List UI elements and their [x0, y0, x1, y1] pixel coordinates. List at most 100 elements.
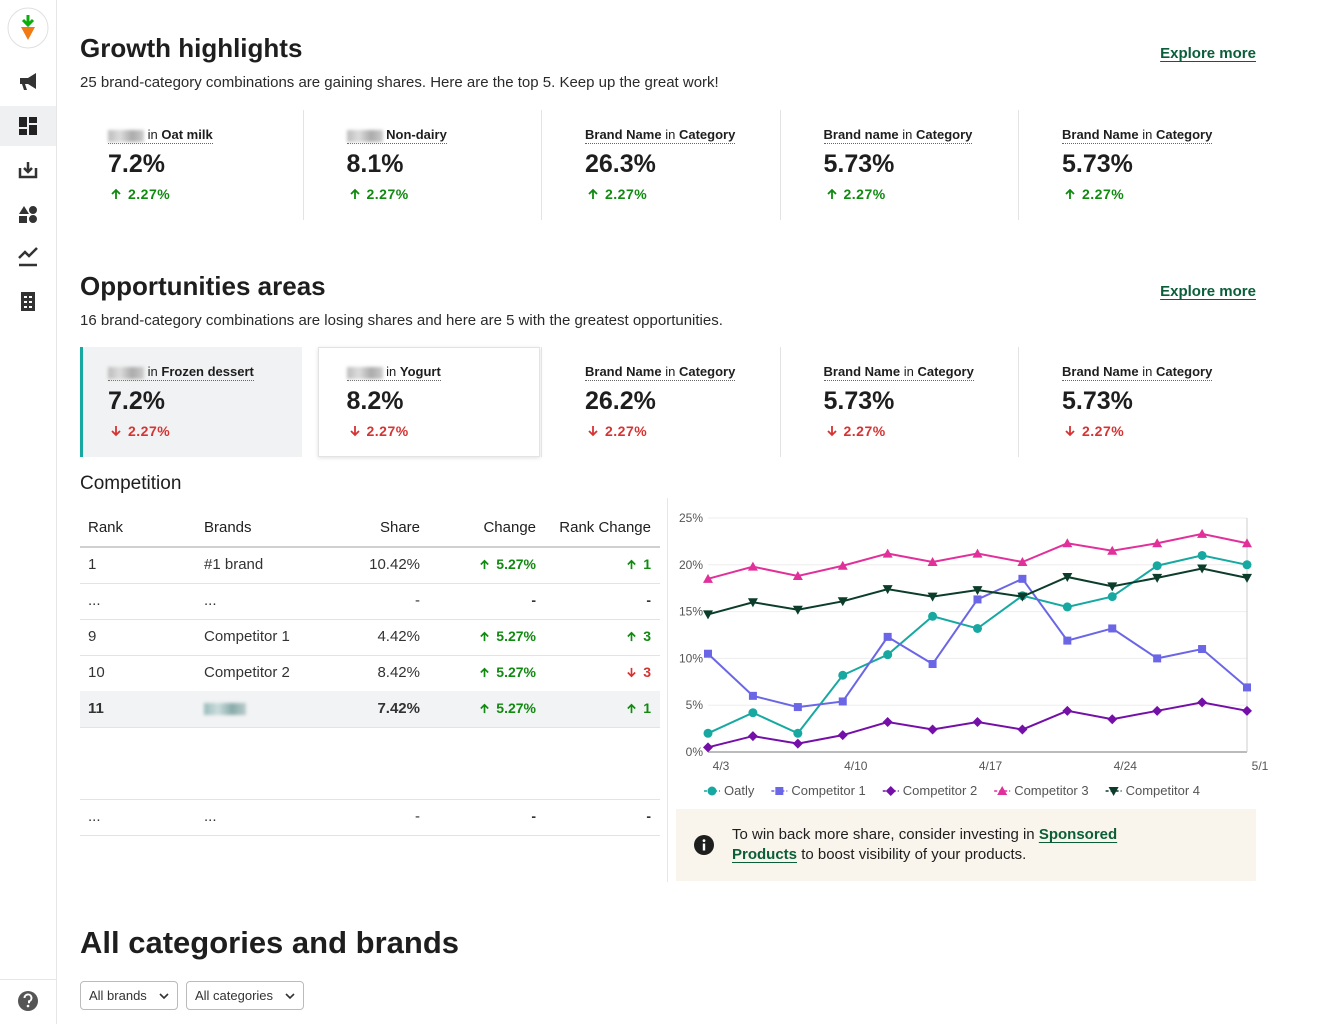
- trend-arrow: [349, 188, 360, 199]
- card-in: in: [386, 364, 397, 379]
- point: [792, 605, 803, 615]
- card-value: 5.73%: [1062, 387, 1133, 415]
- filter-dropdown[interactable]: All categories: [186, 981, 305, 1010]
- card-change: 2.27%: [1064, 186, 1124, 202]
- chevron-path: [285, 993, 295, 1000]
- card-in: in: [147, 127, 158, 142]
- card-category: Frozen dessert: [161, 364, 254, 379]
- row-line: [80, 655, 660, 656]
- card-change: 2.27%: [349, 186, 409, 202]
- card-category: Yogurt: [399, 364, 441, 379]
- cell-text: 1: [643, 556, 651, 572]
- card-brand: Brand Name: [1062, 364, 1139, 379]
- table-header: Rank Change: [559, 519, 651, 536]
- card-label: Non-dairy: [346, 127, 447, 144]
- cell-text: 4.42%: [377, 628, 420, 645]
- cell-text: 5.27%: [496, 700, 536, 716]
- arrow-path: [1065, 426, 1075, 437]
- table-cell: 8.42%: [377, 664, 420, 681]
- point: [1197, 564, 1208, 574]
- nav-dashboard[interactable]: [19, 117, 37, 135]
- cell-text: -: [646, 592, 651, 608]
- card-category: Category: [1155, 127, 1213, 142]
- info-link[interactable]: Sponsored Products: [732, 826, 1118, 863]
- explore-link[interactable]: Explore more: [1160, 45, 1256, 62]
- point: [928, 611, 938, 621]
- cell-text: #1 brand: [204, 556, 264, 573]
- card-in: in: [147, 364, 158, 379]
- card-category: Category: [678, 364, 736, 379]
- trend-arrow: [480, 667, 490, 678]
- point: [1107, 582, 1118, 592]
- arrow-path: [349, 426, 360, 437]
- point: [1108, 787, 1119, 796]
- card-label: Brand Name in Category: [585, 127, 736, 144]
- card-separator: [1018, 110, 1019, 220]
- y-tick-label: 0%: [686, 745, 704, 759]
- point: [703, 573, 713, 583]
- card-change: 2.27%: [587, 186, 647, 202]
- card-separator: [779, 110, 781, 220]
- card-in: in: [1142, 127, 1153, 142]
- card-label: Brand Name in Category: [585, 364, 736, 381]
- cell-text: 11: [88, 700, 104, 717]
- y-tick-label: 5%: [686, 698, 704, 712]
- point: [972, 586, 983, 596]
- point: [1242, 705, 1252, 716]
- card-in: in: [665, 127, 676, 142]
- filter-dropdown[interactable]: All brands: [80, 981, 178, 1010]
- trend-arrow: [349, 426, 360, 437]
- card-value: 7.2%: [108, 150, 165, 178]
- blurred-brand: [204, 703, 246, 715]
- nav-help-mark: [23, 993, 33, 1004]
- point: [838, 670, 848, 680]
- card-separator: [302, 110, 304, 220]
- legend-label: Competitor 2: [903, 783, 977, 798]
- table-cell: 3: [626, 628, 651, 644]
- nav-trends[interactable]: [18, 247, 38, 267]
- row-line: [80, 727, 660, 728]
- card-change: 2.27%: [826, 186, 886, 202]
- point: [747, 731, 758, 742]
- card-change-value: 2.27%: [843, 186, 886, 202]
- card-label: in Frozen dessert: [108, 364, 254, 381]
- sidebar: [0, 0, 57, 1024]
- nav-shapes[interactable]: [19, 206, 37, 223]
- table-header-line: [80, 546, 660, 548]
- table-cell: 3: [626, 664, 651, 680]
- card-change-value: 2.27%: [128, 186, 171, 202]
- nav-reports[interactable]: [21, 292, 35, 311]
- arrow-path: [480, 667, 490, 678]
- arrow-path: [349, 188, 360, 199]
- card-value: 7.2%: [108, 387, 165, 415]
- legend-label: Competitor 3: [1014, 783, 1088, 798]
- point: [704, 649, 712, 658]
- table-cell: ...: [88, 592, 101, 609]
- cell-text: ...: [204, 592, 217, 609]
- point: [927, 724, 938, 735]
- point: [1153, 654, 1162, 663]
- filter-label: All brands: [89, 988, 147, 1003]
- point: [882, 717, 893, 728]
- table-cell: ...: [88, 808, 101, 825]
- arrow-path: [588, 426, 598, 437]
- table-cell: 5.27%: [479, 664, 536, 680]
- arrow-path: [111, 426, 121, 437]
- point: [748, 708, 758, 718]
- point: [882, 585, 893, 595]
- nav-download[interactable]: [18, 162, 38, 179]
- explore-link[interactable]: Explore more: [1160, 283, 1256, 300]
- arrow-path: [111, 188, 121, 199]
- trend-arrow: [111, 426, 121, 437]
- point: [1197, 528, 1208, 538]
- point: [707, 786, 717, 796]
- cell-text: ...: [204, 808, 217, 825]
- table-cell: -: [415, 592, 420, 609]
- point: [997, 786, 1008, 795]
- nav-campaigns[interactable]: [20, 73, 36, 90]
- card-category: Non-dairy: [386, 127, 447, 142]
- table-cell: ...: [204, 808, 217, 825]
- point: [1243, 683, 1251, 692]
- point: [973, 595, 982, 604]
- chevron: [285, 993, 295, 1000]
